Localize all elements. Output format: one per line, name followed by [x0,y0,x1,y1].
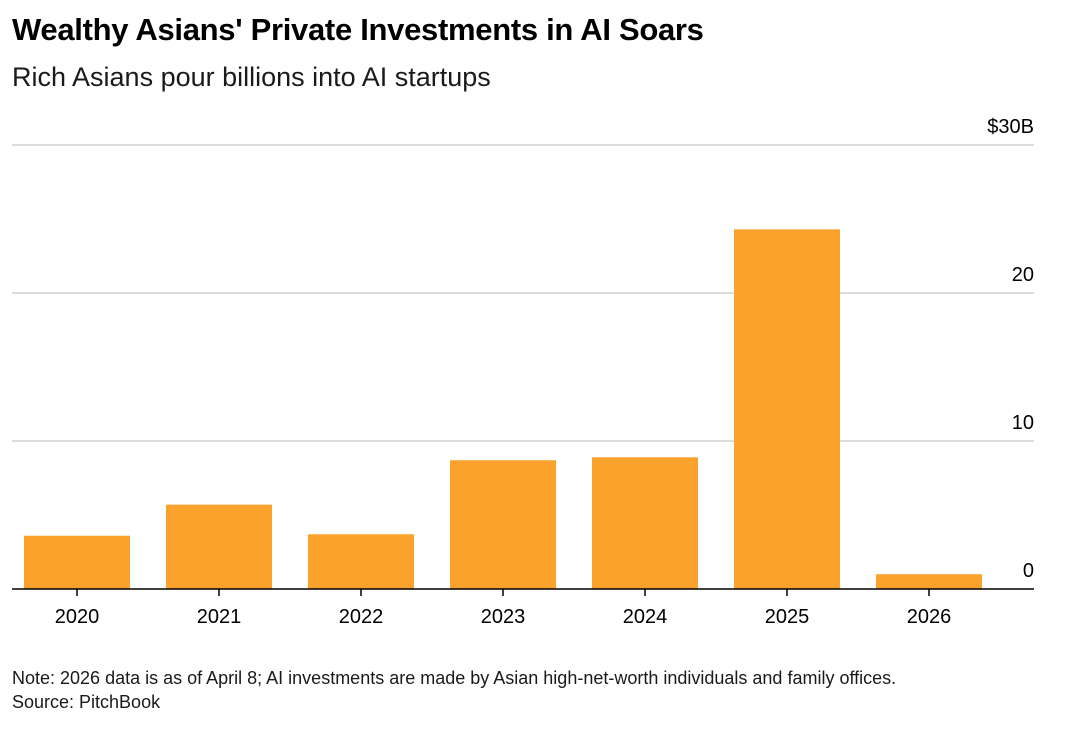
chart-subtitle: Rich Asians pour billions into AI startu… [12,62,491,92]
bar-2021 [166,504,272,589]
x-tick-label: 2023 [481,606,526,628]
y-tick-label: $30B [987,116,1034,138]
bar-chart: 0 10 20 $30B 2020 2021 2022 2023 2024 2025 2026 [12,116,1034,628]
y-tick-label: 10 [1012,412,1034,434]
footnote: Note: 2026 data is as of April 8; AI inv… [12,668,897,688]
y-tick-label: 0 [1023,560,1034,582]
bar-2023 [450,460,556,589]
bar-2022 [308,534,414,589]
y-tick-label: 20 [1012,264,1034,286]
source-note: Source: PitchBook [12,692,161,712]
chart-title: Wealthy Asians' Private Investments in A… [12,12,704,47]
x-tick-label: 2024 [623,606,668,628]
bar-2026 [876,574,982,589]
x-tick-label: 2021 [197,606,242,628]
gridlines [12,144,1034,442]
x-tick-label: 2025 [765,606,810,628]
bar-2020 [24,535,130,589]
x-axis-labels: 2020 2021 2022 2023 2024 2025 2026 [55,606,952,628]
x-tick-label: 2022 [339,606,384,628]
x-tick-label: 2026 [907,606,952,628]
x-axis [12,588,1034,596]
y-axis-labels: 0 10 20 $30B [987,116,1034,582]
bar-2024 [592,457,698,589]
x-tick-label: 2020 [55,606,100,628]
bar-2025 [734,229,840,590]
bars [24,229,982,590]
